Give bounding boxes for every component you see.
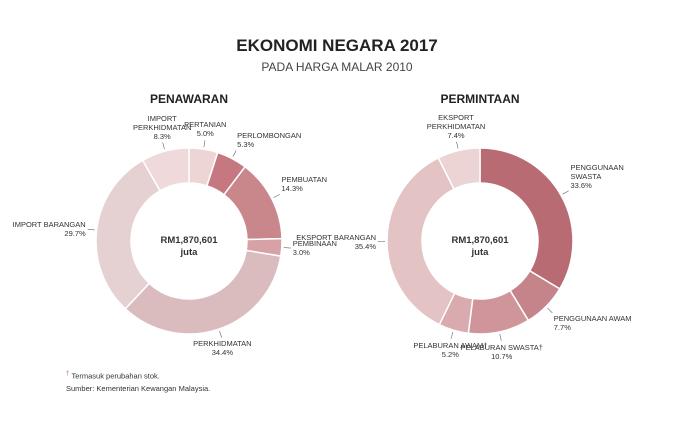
slice-category: PERLOMBONGAN (237, 130, 302, 140)
page-subtitle: PADA HARGA MALAR 2010 (261, 60, 413, 74)
leader-line (232, 150, 237, 157)
donut-slice (479, 147, 574, 290)
slice-category: PEMBINAAN (292, 239, 337, 249)
leader-line (547, 307, 553, 314)
slice-label: PERTANIAN 5.0% (163, 120, 247, 138)
slice-label: PEMBUATAN 14.3% (282, 175, 366, 193)
center-unit: juta (180, 247, 199, 258)
slice-category: EKSPORT BARANGAN (296, 232, 376, 242)
source: Sumber: Kementerian Kewangan Malaysia. (66, 384, 211, 393)
slice-value: 34.4% (211, 348, 234, 358)
slice-value: 5.3% (237, 139, 255, 149)
slice-label: PELABURAN AWAM† 5.2% (408, 341, 492, 359)
page-title: EKONOMI NEGARA 2017 (236, 36, 438, 55)
slice-value: 7.4% (447, 130, 465, 140)
slice-value: 35.4% (354, 241, 376, 251)
slice-label: PENGGUNAAN AWAM 7.7% (554, 314, 638, 332)
chart-title: PERMINTAAN (440, 92, 519, 106)
center-value: RM1,870,601 (451, 235, 509, 246)
footnote: † Termasuk perubahan stok. (66, 370, 160, 381)
leader-line (203, 140, 206, 148)
slice-value: 10.7% (491, 351, 513, 361)
slice-label: PERLOMBONGAN 5.3% (237, 131, 321, 149)
slice-value: 5.0% (196, 129, 214, 139)
slice-value: 3.0% (292, 248, 310, 258)
slice-category: PERTANIAN (184, 120, 227, 130)
donut-slice (386, 156, 456, 326)
slice-value: 8.3% (153, 131, 171, 141)
leader-line (562, 190, 569, 195)
slice-value: 5.2% (441, 349, 459, 359)
slice-value: 33.6% (570, 180, 592, 190)
chart-title: PENAWARAN (150, 92, 228, 106)
leader-line (87, 228, 95, 231)
leader-line (450, 331, 454, 339)
slice-value: 14.3% (281, 184, 303, 194)
slice-label: EKSPORT PERKHIDMATAN 7.4% (414, 113, 498, 140)
slice-category: PELABURAN SWASTA† (460, 342, 543, 352)
slice-label: PENGGUNAAN SWASTA 33.6% (570, 163, 654, 190)
slice-label: PEMBINAAN 3.0% (293, 239, 377, 257)
leader-line (219, 330, 223, 338)
slice-label: IMPORT PERKHIDMATAN 8.3% (120, 114, 204, 141)
slice-category: IMPORT PERKHIDMATAN (132, 113, 192, 132)
donut-slice (437, 147, 481, 191)
footnote-text: Termasuk perubahan stok. (71, 371, 160, 381)
leader-line (273, 194, 280, 198)
slice-category: IMPORT BARANGAN (12, 219, 86, 229)
slice-category: PELABURAN AWAM† (413, 340, 488, 350)
center-value: RM1,870,601 (160, 235, 218, 246)
slice-category: PERKHIDMATAN (193, 339, 252, 349)
donut-slice (124, 249, 282, 335)
slice-category: PENGGUNAAN SWASTA (570, 162, 624, 181)
slice-value: 29.7% (64, 228, 86, 238)
donut-slice (141, 147, 190, 192)
slice-value: 7.7% (553, 323, 571, 333)
slice-category: PENGGUNAAN AWAM (553, 314, 632, 324)
slice-label: IMPORT BARANGAN 29.7% (2, 220, 86, 238)
center-unit: juta (471, 247, 490, 258)
slice-label: PERKHIDMATAN 34.4% (180, 339, 264, 357)
slice-label: PELABURAN SWASTA† 10.7% (460, 343, 544, 361)
slice-label: EKSPORT BARANGAN 35.4% (292, 233, 376, 251)
slice-category: PEMBUATAN (281, 175, 328, 185)
leader-line (499, 333, 502, 341)
leader-line (456, 141, 459, 149)
leader-line (162, 142, 165, 150)
slice-category: EKSPORT PERKHIDMATAN (426, 112, 486, 131)
